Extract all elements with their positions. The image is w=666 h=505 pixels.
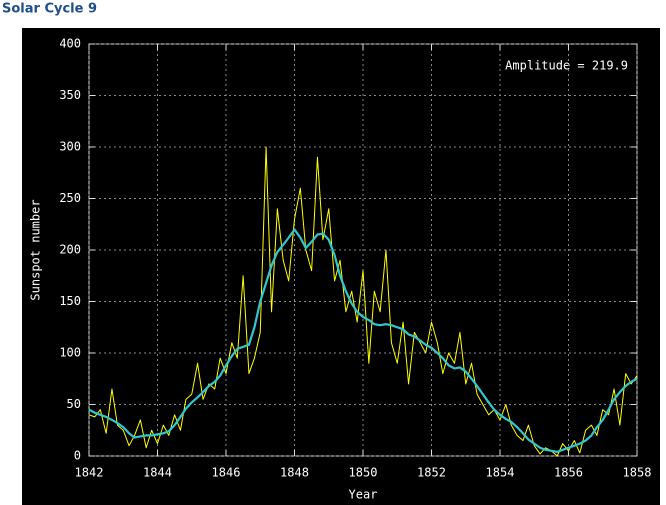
y-tick-label: 0 bbox=[74, 449, 81, 463]
y-tick-label: 400 bbox=[59, 37, 81, 51]
x-axis-label: Year bbox=[349, 488, 378, 502]
x-tick-label: 1844 bbox=[143, 466, 172, 480]
y-tick-label: 50 bbox=[67, 397, 81, 411]
y-tick-label: 200 bbox=[59, 243, 81, 257]
x-tick-label: 1842 bbox=[75, 466, 104, 480]
page-title: Solar Cycle 9 bbox=[2, 2, 97, 17]
annotation: Amplitude = 219.9 bbox=[505, 59, 628, 73]
data-line bbox=[88, 146, 638, 457]
x-tick-label: 1850 bbox=[349, 466, 378, 480]
x-tick-label: 1846 bbox=[212, 466, 241, 480]
y-tick-label: 150 bbox=[59, 294, 81, 308]
x-tick-label: 1856 bbox=[554, 466, 583, 480]
x-tick-label: 1858 bbox=[623, 466, 652, 480]
y-axis-label: Sunspot number bbox=[29, 199, 43, 300]
y-tick-label: 350 bbox=[59, 88, 81, 102]
y-tick-label: 100 bbox=[59, 346, 81, 360]
x-tick-label: 1854 bbox=[486, 466, 515, 480]
y-tick-label: 300 bbox=[59, 140, 81, 154]
x-tick-label: 1852 bbox=[417, 466, 446, 480]
data-line bbox=[88, 228, 638, 453]
x-tick-label: 1848 bbox=[280, 466, 309, 480]
y-tick-label: 250 bbox=[59, 191, 81, 205]
